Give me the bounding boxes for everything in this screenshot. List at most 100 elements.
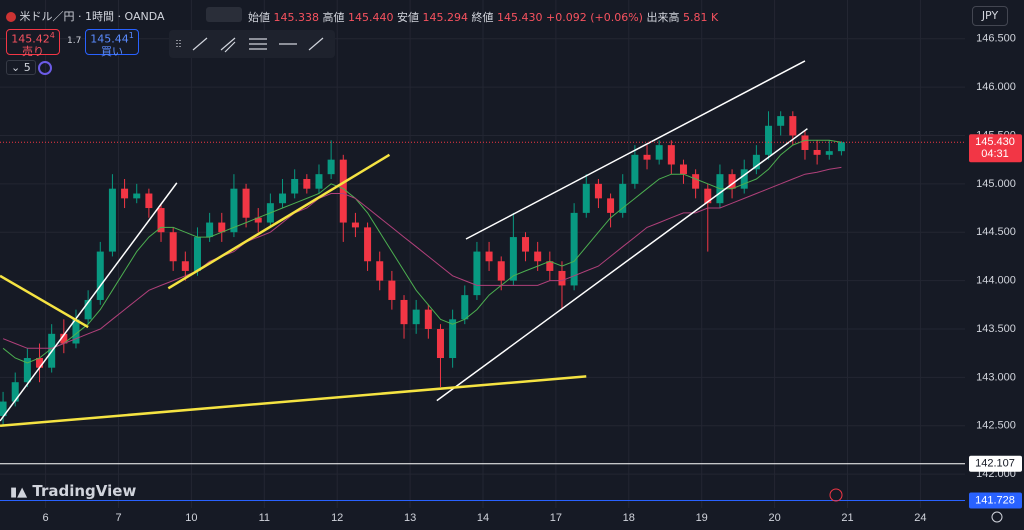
ohlc-value: 145.430 [497,11,543,24]
candle-body [230,188,238,233]
candle-body [679,164,687,175]
last-price-bg [969,134,1022,163]
x-tick-label: 13 [404,512,416,524]
candle-body [11,382,19,402]
candle-body [789,116,797,136]
candle-body [315,174,323,189]
candle-body [825,151,833,155]
x-tick-label: 10 [185,512,197,524]
buy-price: 145.44 [90,32,129,46]
candle-body [242,188,250,218]
candle-body [473,251,481,296]
level-label: 142.107 [975,458,1015,470]
candle-body [752,154,760,170]
currency-button[interactable]: JPY [972,6,1008,26]
candle-body [364,227,372,262]
candle-body [740,169,748,189]
change: +0.092 (+0.06%) [546,11,643,24]
candle-body [145,193,153,209]
indicators-toggle[interactable]: ⌄ 5 [6,60,36,75]
candle-body [279,193,287,204]
candle-body [133,193,141,199]
toolbar-icons [176,37,324,53]
candle-body [0,401,7,417]
x-tick-label: 19 [696,512,708,524]
moving-average [2,166,842,349]
symbol-bar: 米ドル／円 · 1時間 · OANDA [6,8,165,24]
trend-line [167,153,391,290]
candle-body [327,159,335,175]
spread: 1.7 [67,36,82,46]
candle-body [351,222,359,228]
buy-label: 買い [101,44,123,58]
symbol[interactable]: 米ドル／円 · 1時間 · OANDA [19,10,165,23]
candle-body [96,251,104,300]
ohlc-legend: 始値 145.338 高値 145.440 安値 145.294 終値 145.… [248,9,718,25]
brand-text: TradingView [32,482,137,500]
trend-line [0,274,89,329]
candle-body [121,188,129,199]
logo: ▮▲ [10,485,28,500]
candle-body [169,232,177,262]
candle-body [667,145,675,165]
y-tick-label: 142.500 [976,420,1016,432]
ohlc-value: 145.440 [348,11,394,24]
y-tick-label: 146.000 [976,81,1016,93]
x-tick-label: 6 [43,512,49,524]
y-tick-label: 144.000 [976,275,1016,287]
alert-icon [829,488,843,502]
candle-body [84,299,92,320]
y-tick-label: 145.000 [976,178,1016,190]
x-tick-label: 17 [550,512,562,524]
x-tick-label: 18 [623,512,635,524]
trend-line [465,60,806,240]
x-tick-label: 7 [115,512,121,524]
candle-body [522,237,530,252]
candle-body [485,251,493,262]
candle-body [813,149,821,155]
y-tick-label: 146.500 [976,33,1016,45]
candle-body [376,261,384,281]
y-tick-label: 144.500 [976,226,1016,238]
level-label-bg [969,492,1022,509]
candle-body [193,237,201,271]
candle-body [461,295,469,320]
grip [176,40,181,48]
x-tick-label: 21 [841,512,853,524]
sell-pip: 4 [49,31,55,40]
candle-body [157,208,165,233]
toggle[interactable] [206,7,242,22]
extend-tool[interactable] [308,37,324,51]
ohlc-label: 終値 [471,11,494,24]
candle-body [509,237,517,281]
candle-body [497,261,505,281]
channel-tool[interactable] [220,37,236,53]
trendline-tool[interactable] [192,37,208,51]
candle-body [546,261,554,271]
x-tick-label: 11 [259,512,270,524]
candle-body [655,145,663,160]
candle-body [60,333,68,344]
trend-line [0,182,178,422]
moving-average [2,139,842,364]
volume-label: 出来高 [646,11,680,24]
sell-button[interactable]: 145.424 売り [6,29,60,57]
candle-body [570,212,578,286]
x-tick-label: 20 [768,512,780,524]
drawing-toolbar [169,30,335,58]
level-label: 141.728 [975,494,1015,506]
buy-button[interactable]: 145.441 買い [85,29,139,58]
candle-body [728,174,736,189]
fib-tool[interactable] [249,38,267,50]
ohlc-label: 始値 [248,11,270,24]
candle-body [643,154,651,160]
candle-body [23,358,31,383]
indicator-icon [38,61,52,75]
candle-body [558,270,566,286]
candle-body [181,261,189,271]
candle-body [36,358,44,368]
candle-body [631,154,639,184]
candle-body [388,280,396,300]
